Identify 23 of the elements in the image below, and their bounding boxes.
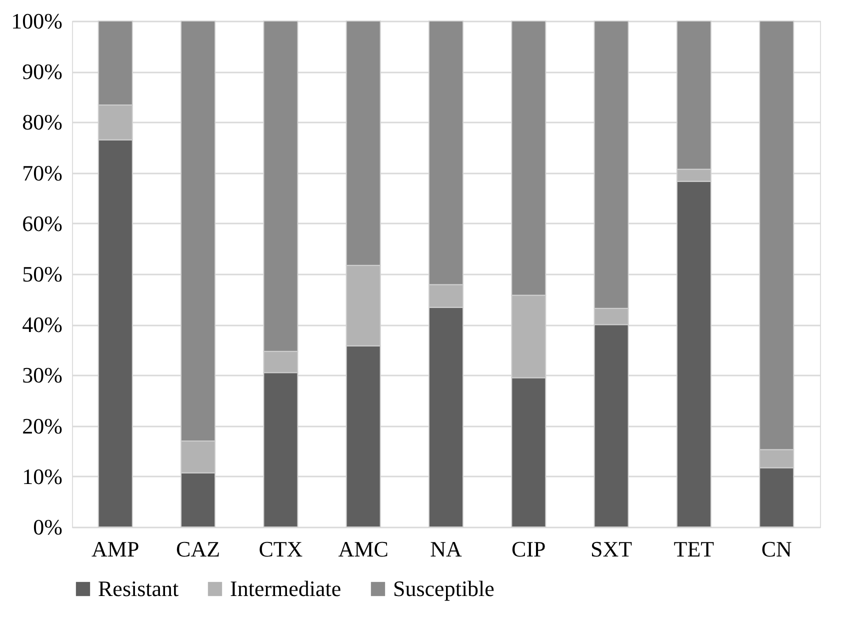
legend-label: Susceptible (393, 576, 494, 601)
y-tick-label: 40% (22, 312, 62, 338)
x-tick-label: CIP (512, 536, 546, 562)
legend-label: Resistant (98, 576, 179, 601)
x-tick-label: CN (761, 536, 792, 562)
y-tick-label: 70% (22, 160, 62, 186)
y-tick-label: 10% (22, 464, 62, 489)
legend-label: Intermediate (230, 576, 342, 601)
y-tick-label: 30% (22, 362, 62, 388)
y-tick-label: 60% (22, 210, 62, 236)
x-tick-label: AMP (92, 536, 140, 562)
x-tick-label: TET (674, 536, 715, 562)
x-tick-label: SXT (590, 536, 633, 562)
x-tick-label: CTX (258, 536, 303, 562)
y-tick-label: 90% (22, 59, 62, 84)
y-tick-label: 100% (11, 8, 62, 34)
x-tick-label: CAZ (176, 536, 220, 562)
y-tick-label: 50% (22, 262, 62, 286)
x-tick-label: NA (430, 536, 462, 562)
y-tick-label: 0% (33, 514, 62, 540)
y-tick-label: 20% (22, 413, 62, 438)
x-tick-label: AMC (338, 536, 388, 562)
y-tick-label: 80% (22, 110, 62, 135)
